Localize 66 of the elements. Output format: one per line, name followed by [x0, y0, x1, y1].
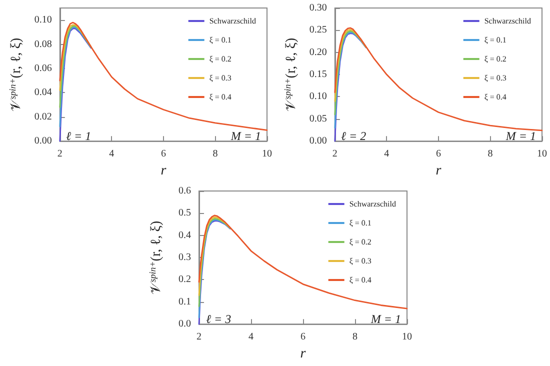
legend-label: ξ = 0.3 — [484, 74, 506, 82]
y-axis-title: 𝒱spin+(r, ℓ, ξ) — [282, 37, 299, 112]
legend-label: Schwarzschild — [349, 200, 396, 208]
y-tick-label: 0.0 — [178, 318, 191, 330]
y-tick-label: 0.1 — [178, 296, 191, 308]
y-tick-label: 0.10 — [309, 91, 327, 102]
x-tick-label: 6 — [160, 148, 166, 160]
annotation: M = 1 — [230, 129, 261, 143]
x-tick-label: 2 — [196, 332, 202, 343]
y-tick-label: 0.4 — [178, 230, 191, 241]
x-axis-title: r — [436, 164, 442, 178]
y-tick-label: 0.3 — [178, 252, 191, 264]
annotation: M = 1 — [370, 312, 401, 326]
y-tick-label: 0.00 — [309, 136, 327, 147]
y-tick-label: 0.25 — [309, 24, 327, 36]
x-tick-label: 6 — [436, 148, 441, 160]
legend-label: Schwarzschild — [209, 16, 256, 26]
annotation: ℓ = 1 — [66, 129, 92, 143]
line-series — [198, 214, 408, 310]
y-tick-label: 0.10 — [34, 14, 52, 26]
y-tick-label: 0.20 — [309, 46, 327, 58]
legend-label: Schwarzschild — [484, 16, 532, 26]
legend-label: ξ = 0.4 — [484, 92, 506, 102]
y-tick-label: 0.5 — [178, 208, 191, 219]
x-tick-label: 2 — [57, 148, 62, 160]
y-tick-label: 0.00 — [34, 136, 52, 147]
annotation: ℓ = 2 — [341, 129, 366, 143]
legend-label: ξ = 0.1 — [484, 36, 506, 44]
x-tick-label: 4 — [248, 332, 254, 343]
x-tick-label: 8 — [488, 148, 493, 160]
legend-label: ξ = 0.1 — [349, 218, 372, 228]
x-tick-label: 10 — [402, 332, 412, 343]
y-tick-label: 0.30 — [309, 2, 327, 14]
legend-label: ξ = 0.3 — [209, 74, 232, 82]
y-tick-label: 0.05 — [309, 113, 327, 124]
y-tick-label: 0.6 — [178, 186, 191, 196]
y-axis-title: 𝒱spin+(r, ℓ, ξ) — [8, 37, 24, 112]
legend-label: ξ = 0.2 — [349, 238, 372, 246]
x-axis-title: r — [160, 164, 167, 178]
x-tick-label: 4 — [384, 148, 390, 160]
legend-label: ξ = 0.2 — [209, 54, 232, 64]
x-tick-label: 8 — [352, 332, 358, 343]
line-series — [334, 27, 543, 132]
annotation: M = 1 — [504, 129, 536, 143]
y-tick-label: 0.02 — [34, 111, 52, 122]
y-tick-label: 0.08 — [34, 38, 52, 50]
x-tick-label: 10 — [262, 148, 272, 160]
y-axis-title: 𝒱spin+(r, ℓ, ξ) — [148, 220, 164, 294]
annotation: ℓ = 3 — [206, 312, 232, 326]
legend-label: ξ = 0.4 — [209, 92, 232, 102]
legend-label: ξ = 0.4 — [349, 276, 372, 284]
x-tick-label: 8 — [212, 148, 218, 160]
line-series — [334, 29, 367, 102]
legend-label: ξ = 0.1 — [209, 36, 232, 44]
x-axis-title: r — [300, 346, 306, 362]
x-tick-label: 2 — [332, 148, 338, 160]
y-tick-label: 0.2 — [178, 274, 191, 286]
x-tick-label: 6 — [300, 332, 306, 343]
y-tick-label: 0.04 — [34, 87, 52, 98]
x-tick-label: 4 — [109, 148, 114, 160]
legend-label: ξ = 0.2 — [484, 54, 506, 64]
line-series — [59, 25, 92, 108]
y-tick-label: 0.06 — [34, 63, 52, 74]
y-tick-label: 0.15 — [309, 69, 327, 80]
legend-label: ξ = 0.3 — [349, 256, 372, 266]
x-tick-label: 10 — [537, 148, 547, 160]
